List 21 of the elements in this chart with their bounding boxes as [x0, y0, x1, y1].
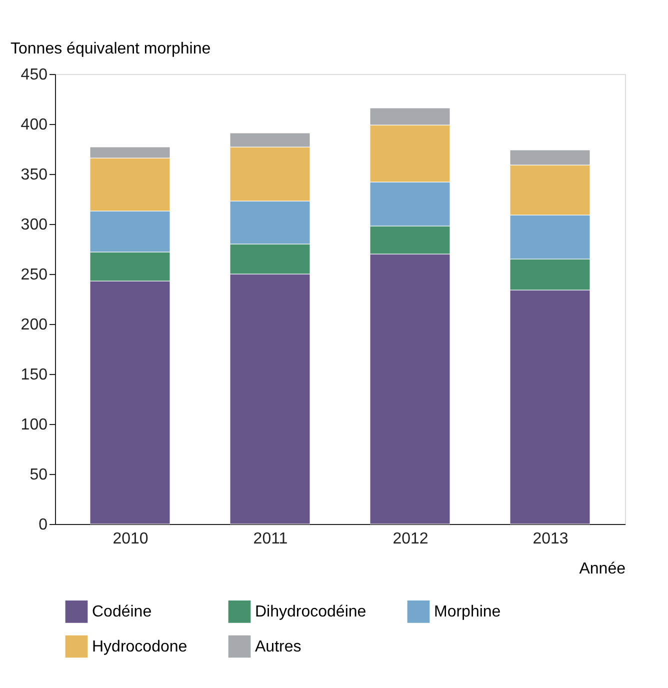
y-tick-label: 100 [20, 416, 48, 434]
y-tick-label: 150 [20, 366, 48, 384]
legend-label: Codéine [92, 604, 152, 621]
y-tick-label: 200 [20, 316, 48, 334]
legend-label: Morphine [434, 604, 501, 621]
legend-label: Autres [255, 638, 302, 656]
y-tick-label: 350 [20, 166, 48, 184]
y-tick-label: 0 [38, 516, 48, 534]
y-tick-label: 300 [20, 216, 48, 234]
y-tick-label: 50 [30, 466, 48, 484]
x-tick-label: 2010 [112, 530, 148, 548]
y-axis-title: Tonnes équivalent morphine [10, 40, 211, 58]
legend-label: Hydrocodone [92, 638, 188, 656]
x-tick-label: 2013 [532, 530, 568, 548]
y-tick-label: 400 [20, 116, 48, 134]
y-tick-label: 250 [20, 266, 48, 284]
y-tick-label: 450 [20, 66, 48, 84]
x-tick-label: 2011 [253, 530, 288, 548]
legend-label: Dihydrocodéine [255, 604, 366, 621]
x-tick-label: 2012 [392, 530, 428, 548]
x-axis-title: Année [579, 560, 626, 578]
